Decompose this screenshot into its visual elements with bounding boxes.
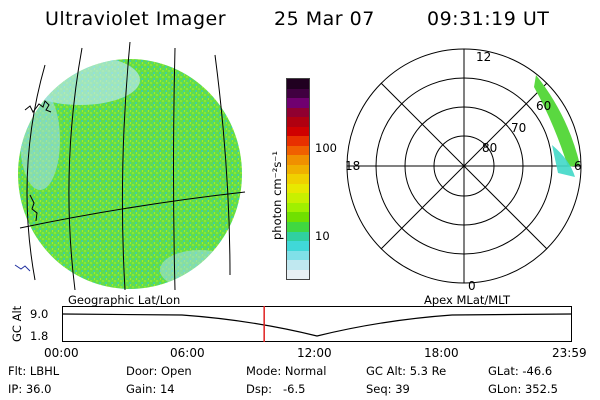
- colorbar-band: [287, 241, 309, 251]
- timeline-x-tick-1800: 18:00: [424, 346, 459, 360]
- colorbar-band: [287, 221, 309, 232]
- timeline-y-tick-top: 9.0: [30, 307, 49, 321]
- seq-info: Seq: 39: [366, 382, 410, 396]
- timeline-x-tick-0000: 00:00: [44, 346, 79, 360]
- colorbar-band: [287, 202, 309, 213]
- filter-info: Flt: LBHL: [8, 364, 60, 378]
- colorbar-tick-100: 100: [315, 141, 337, 155]
- colorbar-band: [287, 231, 309, 242]
- colorbar-band: [287, 212, 309, 222]
- colorbar-band: [287, 117, 309, 127]
- colorbar-band: [287, 250, 309, 261]
- timeline-x-tick-1200: 12:00: [297, 346, 332, 360]
- colorbar-band: [287, 136, 309, 146]
- colorbar-band: [287, 269, 309, 280]
- colorbar-tick-10: 10: [315, 229, 330, 243]
- time-label: 09:31:19 UT: [427, 8, 550, 30]
- timeline-y-tick-bottom: 1.8: [30, 329, 49, 343]
- mlat-label-80: 80: [482, 141, 497, 155]
- timeline-y-axis-label: GC Alt: [10, 305, 24, 342]
- ip-info: IP: 36.0: [8, 382, 52, 396]
- colorbar-band: [287, 155, 309, 165]
- glat-info: GLat: -46.6: [488, 364, 553, 378]
- mlt-label-18: 18: [345, 159, 360, 173]
- mlat-label-70: 70: [511, 121, 526, 135]
- app-title: Ultraviolet Imager: [45, 8, 227, 30]
- mlt-label-12: 12: [476, 50, 491, 64]
- colorbar-band: [287, 183, 309, 194]
- colorbar-band: [287, 126, 309, 137]
- colorbar-band: [287, 107, 309, 118]
- date-label: 25 Mar 07: [274, 8, 375, 30]
- left-panel-caption: Geographic Lat/Lon: [68, 293, 181, 307]
- colorbar-band: [287, 260, 309, 270]
- mlat-label-60: 60: [536, 99, 551, 113]
- altitude-timeline-plot: [62, 306, 572, 342]
- dsp-info: Dsp: -6.5: [246, 382, 306, 396]
- door-info: Door: Open: [126, 364, 192, 378]
- gain-info: Gain: 14: [126, 382, 175, 396]
- right-panel-caption: Apex MLat/MLT: [424, 293, 511, 307]
- mlt-label-6: 6: [574, 159, 582, 173]
- colorbar-band: [287, 174, 309, 184]
- geographic-globe-image: [14, 41, 246, 290]
- timeline-x-tick-2359: 23:59: [552, 346, 587, 360]
- mode-info: Mode: Normal: [246, 364, 327, 378]
- mlt-label-0: 0: [468, 279, 476, 293]
- polar-mlt-plot: 12 18 6 0 60 70 80: [345, 48, 582, 293]
- colorbar-band: [287, 193, 309, 203]
- colorbar-band: [287, 145, 309, 156]
- colorbar-band: [287, 164, 309, 175]
- glon-info: GLon: 352.5: [488, 382, 558, 396]
- timeline-x-tick-0600: 06:00: [170, 346, 205, 360]
- colorbar-band: [287, 79, 309, 89]
- colorbar-unit-label: photon cm⁻²s⁻¹: [270, 151, 284, 240]
- colorbar-band: [287, 98, 309, 108]
- colorbar-band: [287, 88, 309, 99]
- gc-alt-info: GC Alt: 5.3 Re: [366, 364, 447, 378]
- colorbar: [286, 78, 310, 280]
